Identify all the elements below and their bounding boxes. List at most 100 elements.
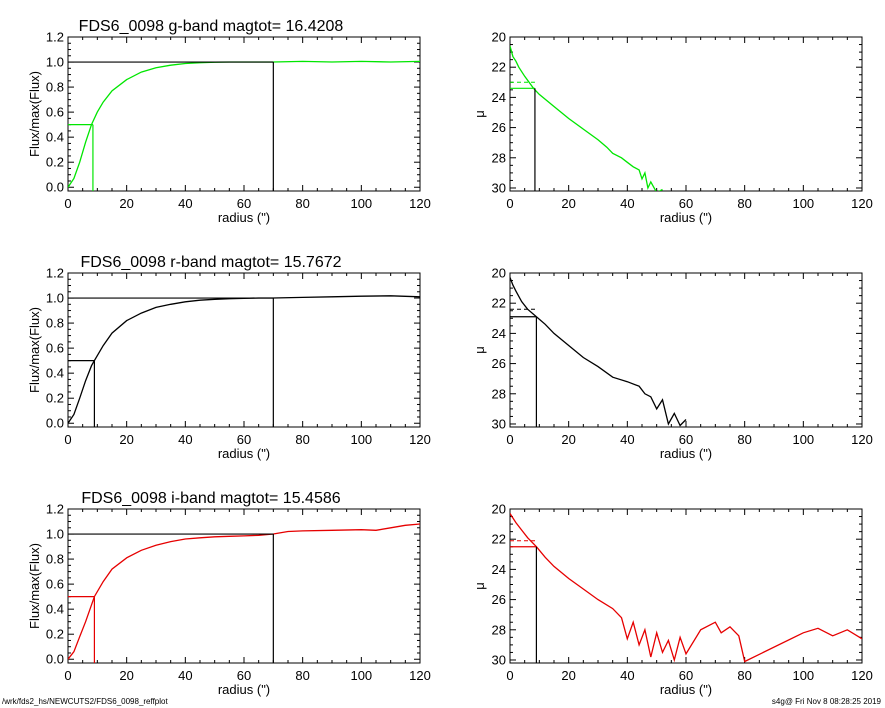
y-tick-label: 28 — [492, 150, 506, 165]
y-tick-label: 30 — [492, 180, 506, 195]
y-tick-label: 0.0 — [46, 652, 64, 667]
x-tick-label: 60 — [237, 196, 251, 211]
x-tick-label: 40 — [620, 196, 634, 211]
y-axis-label: Flux/max(Flux) — [27, 71, 42, 157]
y-tick-label: 24 — [492, 90, 506, 105]
x-tick-label: 60 — [237, 432, 251, 447]
x-tick-label: 80 — [737, 668, 751, 683]
series-line-i — [68, 523, 420, 660]
y-axis-label: Flux/max(Flux) — [27, 307, 42, 393]
y-tick-label: 0.2 — [46, 627, 64, 642]
x-tick-label: 60 — [679, 432, 693, 447]
series-line-i — [510, 513, 862, 663]
panel-g-growth-curve: 0 20 40 60 80 100 120 0.0 0.2 0.4 0.6 0.8 1.0 1.2 radi… — [27, 18, 431, 225]
y-tick-label: 28 — [492, 386, 506, 401]
y-tick-label: 24 — [492, 326, 506, 341]
y-tick-label: 0.0 — [46, 416, 64, 431]
y-tick-label: 1.0 — [46, 527, 64, 542]
x-tick-label: 60 — [679, 196, 693, 211]
x-tick-label: 40 — [178, 196, 192, 211]
footer-stamp: s4g@ Fri Nov 8 08:28:25 2019 — [771, 697, 881, 706]
y-tick-label: 26 — [492, 120, 506, 135]
y-axis-label: μ — [472, 582, 487, 590]
x-axis-label: radius (") — [660, 446, 712, 461]
x-tick-label: 80 — [295, 668, 309, 683]
y-tick-label: 0.4 — [46, 366, 64, 381]
x-axis-label: radius (") — [218, 210, 270, 225]
x-tick-label: 40 — [178, 668, 192, 683]
x-tick-label: 20 — [561, 196, 575, 211]
y-axis-label: μ — [472, 110, 487, 118]
x-tick-label: 20 — [119, 432, 133, 447]
x-tick-label: 100 — [350, 196, 372, 211]
y-tick-label: 0.2 — [46, 155, 64, 170]
x-tick-label: 20 — [119, 196, 133, 211]
y-tick-label: 0.4 — [46, 130, 64, 145]
x-tick-label: 0 — [64, 196, 71, 211]
y-tick-label: 1.2 — [46, 502, 64, 517]
x-tick-label: 120 — [851, 432, 873, 447]
x-tick-label: 0 — [64, 432, 71, 447]
x-tick-label: 80 — [295, 196, 309, 211]
x-tick-label: 100 — [792, 432, 814, 447]
series-line-r — [68, 295, 420, 424]
y-tick-label: 0.6 — [46, 341, 64, 356]
x-tick-label: 100 — [350, 432, 372, 447]
y-tick-label: 0.8 — [46, 80, 64, 95]
x-tick-label: 40 — [178, 432, 192, 447]
x-tick-label: 120 — [409, 668, 431, 683]
x-tick-label: 0 — [506, 196, 513, 211]
y-tick-label: 26 — [492, 592, 506, 607]
x-tick-label: 100 — [792, 668, 814, 683]
x-tick-label: 120 — [851, 196, 873, 211]
y-tick-label: 22 — [492, 532, 506, 547]
x-axis-label: radius (") — [660, 682, 712, 697]
y-tick-label: 1.2 — [46, 30, 64, 45]
x-tick-label: 20 — [561, 432, 575, 447]
x-tick-label: 20 — [561, 668, 575, 683]
x-tick-label: 40 — [620, 668, 634, 683]
y-tick-label: 0.2 — [46, 391, 64, 406]
x-tick-label: 80 — [295, 432, 309, 447]
y-tick-label: 26 — [492, 356, 506, 371]
panel-r-surface-brightness: 0 20 40 60 80 100 120 20 22 24 26 28 30 radius (") μ — [472, 266, 873, 462]
x-tick-label: 80 — [737, 196, 751, 211]
y-tick-label: 28 — [492, 622, 506, 637]
y-tick-label: 0.0 — [46, 180, 64, 195]
y-tick-label: 30 — [492, 416, 506, 431]
x-axis-label: radius (") — [660, 210, 712, 225]
x-tick-label: 0 — [64, 668, 71, 683]
x-tick-label: 20 — [119, 668, 133, 683]
y-tick-label: 0.8 — [46, 316, 64, 331]
y-tick-label: 1.0 — [46, 55, 64, 70]
plot-frame — [509, 272, 863, 428]
panel-i-growth-curve: 0 20 40 60 80 100 120 0.0 0.2 0.4 0.6 0.8 1.0 1.2 radi… — [27, 490, 431, 697]
chart-title: FDS6_0098 i-band magtot= 15.4586 — [81, 490, 340, 507]
plot-frame — [509, 508, 863, 664]
panel-i-surface-brightness: 0 20 40 60 80 100 120 20 22 24 26 28 30 radius (") μ — [472, 502, 873, 698]
x-axis-label: radius (") — [218, 682, 270, 697]
x-tick-label: 40 — [620, 432, 634, 447]
x-tick-label: 80 — [737, 432, 751, 447]
plot-frame — [67, 36, 421, 192]
y-axis-label: μ — [472, 346, 487, 354]
y-tick-label: 0.6 — [46, 577, 64, 592]
chart-title: FDS6_0098 g-band magtot= 16.4208 — [79, 18, 344, 35]
x-tick-label: 120 — [409, 196, 431, 211]
y-tick-label: 20 — [492, 502, 506, 517]
y-tick-label: 0.8 — [46, 552, 64, 567]
panel-g-surface-brightness: 0 20 40 60 80 100 120 20 22 24 26 28 30 radius (") μ — [472, 30, 873, 226]
y-tick-label: 22 — [492, 60, 506, 75]
chart-title: FDS6_0098 r-band magtot= 15.7672 — [80, 254, 341, 271]
plot-frame — [67, 508, 421, 664]
y-tick-label: 0.4 — [46, 602, 64, 617]
x-tick-label: 100 — [792, 196, 814, 211]
x-tick-label: 60 — [237, 668, 251, 683]
x-tick-label: 0 — [506, 668, 513, 683]
y-tick-label: 30 — [492, 652, 506, 667]
y-tick-label: 22 — [492, 296, 506, 311]
x-axis-label: radius (") — [218, 446, 270, 461]
y-tick-label: 24 — [492, 562, 506, 577]
y-tick-label: 20 — [492, 266, 506, 281]
